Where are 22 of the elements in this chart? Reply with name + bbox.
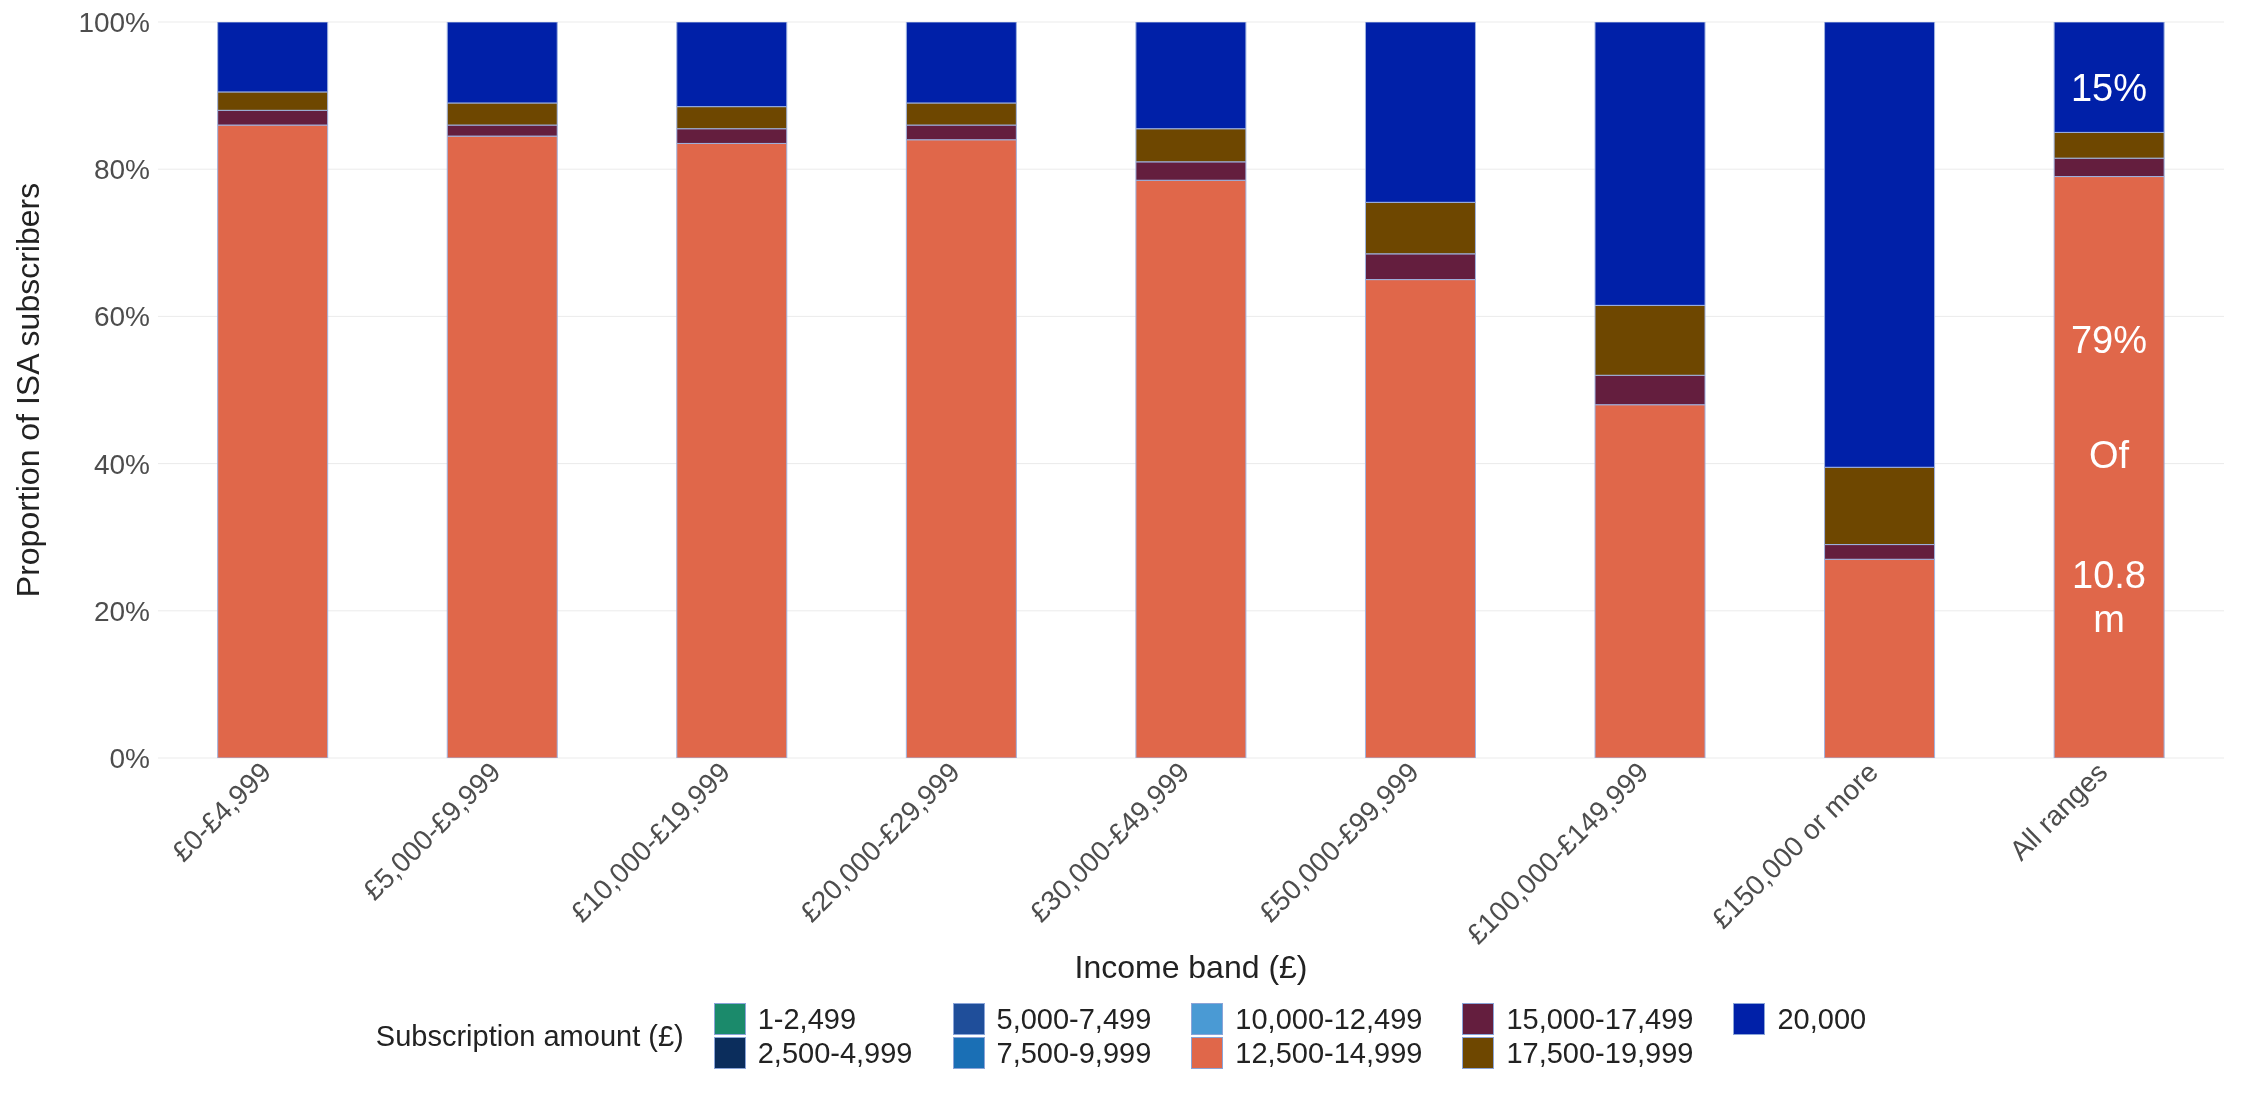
legend-label: 10,000-12,499 <box>1235 1002 1423 1036</box>
annotation: Of <box>2087 433 2131 477</box>
y-axis-title: Proportion of ISA subscribers <box>10 182 47 598</box>
y-tick-label: 20% <box>93 595 150 627</box>
legend-label: 17,500-19,999 <box>1506 1036 1694 1070</box>
annotation: 15% <box>2069 66 2149 110</box>
y-tick-label: 40% <box>93 448 150 480</box>
legend-label: 15,000-17,499 <box>1506 1002 1694 1036</box>
legend-label: 5,000-7,499 <box>996 1002 1152 1036</box>
legend-label: 2,500-4,999 <box>757 1036 913 1070</box>
y-tick-label: 60% <box>93 301 150 333</box>
y-tick-label: 100% <box>78 6 150 38</box>
y-tick-label: 0% <box>109 742 150 774</box>
y-tick-label: 80% <box>93 154 150 186</box>
legend-title: Subscription amount (£) <box>375 1019 684 1053</box>
x-axis-title: Income band (£) <box>1074 949 1308 985</box>
legend-label: 20,000 <box>1777 1002 1867 1036</box>
legend-label: 1-2,499 <box>757 1002 857 1036</box>
annotation: 79% <box>2069 318 2149 362</box>
legend-label: 12,500-14,999 <box>1235 1036 1423 1070</box>
legend-label: 7,500-9,999 <box>996 1036 1152 1070</box>
annotation: 10.8 m <box>2071 553 2147 641</box>
